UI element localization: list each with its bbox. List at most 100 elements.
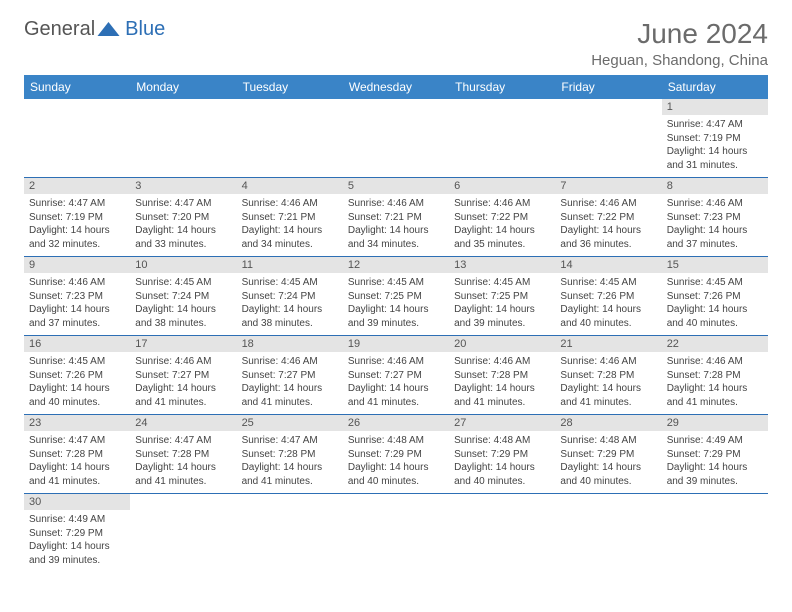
sunrise-text: Sunrise: 4:45 AM: [348, 276, 444, 290]
day-detail: Sunrise: 4:46 AMSunset: 7:27 PMDaylight:…: [130, 352, 236, 414]
sunset-text: Sunset: 7:27 PM: [348, 369, 444, 383]
sunrise-text: Sunrise: 4:45 AM: [454, 276, 550, 290]
day-number: 18: [237, 336, 343, 352]
day-detail: Sunrise: 4:48 AMSunset: 7:29 PMDaylight:…: [343, 431, 449, 493]
calendar-table: Sunday Monday Tuesday Wednesday Thursday…: [24, 75, 768, 572]
day-header-row: Sunday Monday Tuesday Wednesday Thursday…: [24, 75, 768, 99]
day-detail: Sunrise: 4:46 AMSunset: 7:22 PMDaylight:…: [555, 194, 661, 256]
day-header: Thursday: [449, 75, 555, 99]
sunset-text: Sunset: 7:27 PM: [242, 369, 338, 383]
daylight-text: Daylight: 14 hours and 40 minutes.: [667, 303, 763, 330]
daylight-text: Daylight: 14 hours and 33 minutes.: [135, 224, 231, 251]
calendar-cell: [24, 99, 130, 178]
daylight-text: Daylight: 14 hours and 41 minutes.: [135, 382, 231, 409]
sunset-text: Sunset: 7:19 PM: [667, 132, 763, 146]
sunrise-text: Sunrise: 4:46 AM: [454, 355, 550, 369]
sunset-text: Sunset: 7:22 PM: [560, 211, 656, 225]
daylight-text: Daylight: 14 hours and 39 minutes.: [348, 303, 444, 330]
sunrise-text: Sunrise: 4:45 AM: [29, 355, 125, 369]
calendar-cell: 12Sunrise: 4:45 AMSunset: 7:25 PMDayligh…: [343, 257, 449, 336]
day-number: 1: [662, 99, 768, 115]
calendar-cell: [449, 99, 555, 178]
calendar-week-row: 16Sunrise: 4:45 AMSunset: 7:26 PMDayligh…: [24, 336, 768, 415]
sunrise-text: Sunrise: 4:46 AM: [348, 355, 444, 369]
daylight-text: Daylight: 14 hours and 38 minutes.: [242, 303, 338, 330]
day-number: 7: [555, 178, 661, 194]
day-number: 29: [662, 415, 768, 431]
day-number: 8: [662, 178, 768, 194]
sunrise-text: Sunrise: 4:46 AM: [135, 355, 231, 369]
calendar-cell: 21Sunrise: 4:46 AMSunset: 7:28 PMDayligh…: [555, 336, 661, 415]
daylight-text: Daylight: 14 hours and 41 minutes.: [135, 461, 231, 488]
daylight-text: Daylight: 14 hours and 41 minutes.: [348, 382, 444, 409]
day-number: 12: [343, 257, 449, 273]
day-detail: Sunrise: 4:46 AMSunset: 7:22 PMDaylight:…: [449, 194, 555, 256]
daylight-text: Daylight: 14 hours and 41 minutes.: [29, 461, 125, 488]
day-header: Tuesday: [237, 75, 343, 99]
sunset-text: Sunset: 7:26 PM: [29, 369, 125, 383]
daylight-text: Daylight: 14 hours and 35 minutes.: [454, 224, 550, 251]
day-number: 4: [237, 178, 343, 194]
calendar-cell: 25Sunrise: 4:47 AMSunset: 7:28 PMDayligh…: [237, 415, 343, 494]
day-number: 9: [24, 257, 130, 273]
daylight-text: Daylight: 14 hours and 34 minutes.: [348, 224, 444, 251]
day-detail: Sunrise: 4:47 AMSunset: 7:28 PMDaylight:…: [130, 431, 236, 493]
day-number: 20: [449, 336, 555, 352]
sunrise-text: Sunrise: 4:49 AM: [667, 434, 763, 448]
daylight-text: Daylight: 14 hours and 31 minutes.: [667, 145, 763, 172]
day-detail: Sunrise: 4:45 AMSunset: 7:24 PMDaylight:…: [237, 273, 343, 335]
day-number: 14: [555, 257, 661, 273]
day-detail: Sunrise: 4:45 AMSunset: 7:24 PMDaylight:…: [130, 273, 236, 335]
day-detail: Sunrise: 4:47 AMSunset: 7:28 PMDaylight:…: [24, 431, 130, 493]
sunrise-text: Sunrise: 4:47 AM: [667, 118, 763, 132]
calendar-cell: 16Sunrise: 4:45 AMSunset: 7:26 PMDayligh…: [24, 336, 130, 415]
day-detail: Sunrise: 4:46 AMSunset: 7:21 PMDaylight:…: [343, 194, 449, 256]
sunset-text: Sunset: 7:20 PM: [135, 211, 231, 225]
calendar-cell: 7Sunrise: 4:46 AMSunset: 7:22 PMDaylight…: [555, 178, 661, 257]
sunset-text: Sunset: 7:27 PM: [135, 369, 231, 383]
daylight-text: Daylight: 14 hours and 38 minutes.: [135, 303, 231, 330]
location-text: Heguan, Shandong, China: [591, 52, 768, 69]
daylight-text: Daylight: 14 hours and 41 minutes.: [454, 382, 550, 409]
calendar-cell: [237, 494, 343, 573]
sunrise-text: Sunrise: 4:46 AM: [667, 197, 763, 211]
daylight-text: Daylight: 14 hours and 40 minutes.: [560, 303, 656, 330]
day-detail: Sunrise: 4:45 AMSunset: 7:26 PMDaylight:…: [555, 273, 661, 335]
day-number: 25: [237, 415, 343, 431]
sunrise-text: Sunrise: 4:46 AM: [242, 197, 338, 211]
calendar-cell: 28Sunrise: 4:48 AMSunset: 7:29 PMDayligh…: [555, 415, 661, 494]
day-number: 21: [555, 336, 661, 352]
day-header: Wednesday: [343, 75, 449, 99]
sunset-text: Sunset: 7:29 PM: [560, 448, 656, 462]
day-header: Friday: [555, 75, 661, 99]
day-detail: Sunrise: 4:48 AMSunset: 7:29 PMDaylight:…: [449, 431, 555, 493]
day-number: 28: [555, 415, 661, 431]
day-detail: Sunrise: 4:47 AMSunset: 7:19 PMDaylight:…: [662, 115, 768, 177]
sunrise-text: Sunrise: 4:47 AM: [29, 197, 125, 211]
calendar-cell: 11Sunrise: 4:45 AMSunset: 7:24 PMDayligh…: [237, 257, 343, 336]
sunrise-text: Sunrise: 4:47 AM: [242, 434, 338, 448]
calendar-cell: [130, 99, 236, 178]
sunrise-text: Sunrise: 4:45 AM: [135, 276, 231, 290]
day-detail: Sunrise: 4:45 AMSunset: 7:25 PMDaylight:…: [449, 273, 555, 335]
sunrise-text: Sunrise: 4:46 AM: [29, 276, 125, 290]
calendar-week-row: 23Sunrise: 4:47 AMSunset: 7:28 PMDayligh…: [24, 415, 768, 494]
sunrise-text: Sunrise: 4:46 AM: [560, 197, 656, 211]
sunrise-text: Sunrise: 4:46 AM: [348, 197, 444, 211]
calendar-cell: 8Sunrise: 4:46 AMSunset: 7:23 PMDaylight…: [662, 178, 768, 257]
sunrise-text: Sunrise: 4:46 AM: [560, 355, 656, 369]
calendar-cell: 9Sunrise: 4:46 AMSunset: 7:23 PMDaylight…: [24, 257, 130, 336]
day-number: 17: [130, 336, 236, 352]
calendar-week-row: 2Sunrise: 4:47 AMSunset: 7:19 PMDaylight…: [24, 178, 768, 257]
calendar-cell: 15Sunrise: 4:45 AMSunset: 7:26 PMDayligh…: [662, 257, 768, 336]
brand-logo: General Blue: [24, 18, 165, 41]
title-block: June 2024 Heguan, Shandong, China: [591, 18, 768, 69]
day-number: 15: [662, 257, 768, 273]
daylight-text: Daylight: 14 hours and 37 minutes.: [29, 303, 125, 330]
calendar-cell: 13Sunrise: 4:45 AMSunset: 7:25 PMDayligh…: [449, 257, 555, 336]
sunrise-text: Sunrise: 4:46 AM: [454, 197, 550, 211]
day-number: 13: [449, 257, 555, 273]
sunset-text: Sunset: 7:19 PM: [29, 211, 125, 225]
daylight-text: Daylight: 14 hours and 41 minutes.: [667, 382, 763, 409]
sunset-text: Sunset: 7:29 PM: [454, 448, 550, 462]
